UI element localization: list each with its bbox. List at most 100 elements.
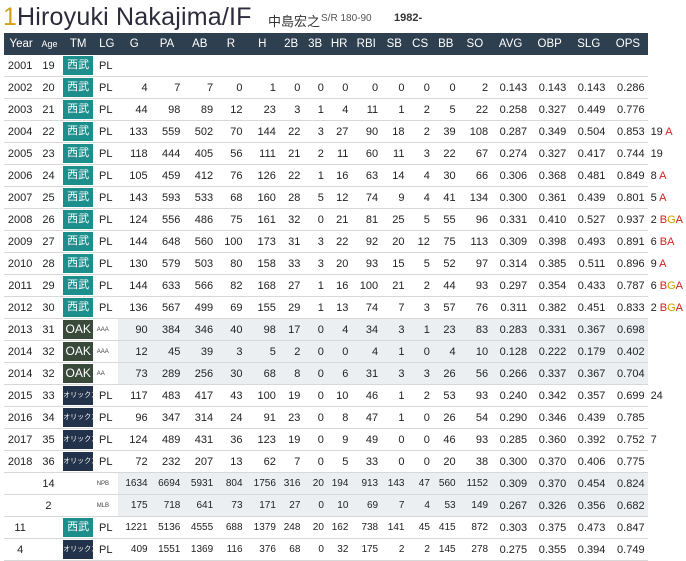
stat-cell-hr: 194 bbox=[326, 472, 352, 495]
stat-cell-bb: 30 bbox=[432, 164, 459, 187]
stat-cell-ab: 486 bbox=[183, 208, 217, 231]
stat-cell-rbi: 63 bbox=[351, 164, 382, 187]
age-cell: 31 bbox=[38, 318, 61, 341]
stats-body: 2001 19 西武 PL 2002 20 西武 PL 4 7 7 0 1 0 0 0 0 0 0 0 2 0.143 0.… bbox=[4, 54, 686, 561]
stat-cell-avg: 0.303 bbox=[491, 516, 531, 539]
stat-cell-pa: 633 bbox=[150, 274, 184, 297]
stat-cell-h bbox=[245, 54, 279, 77]
stats-table: Year Age TM LG G PA AB R H 2B 3B HR RBI SB CS BB SO AVG OB… bbox=[4, 33, 686, 561]
team-cell: OAK bbox=[60, 362, 96, 385]
stat-cell-so: 134 bbox=[458, 186, 492, 209]
stat-cell-cs: 1 bbox=[407, 318, 433, 341]
stat-cell-slg: 0.511 bbox=[569, 252, 609, 275]
stat-cell-g: 12 bbox=[117, 340, 151, 363]
stat-cell-h: 1 bbox=[245, 76, 279, 99]
stat-cell-obp: 0.331 bbox=[530, 318, 570, 341]
stat-cell-r: 43 bbox=[216, 384, 246, 407]
team-cell: オリックス bbox=[60, 450, 98, 473]
team-cell: オリックス bbox=[60, 406, 98, 429]
stat-cell-rbi: 46 bbox=[351, 384, 382, 407]
season-row: 2014 32 OAK AA 73 289 256 30 68 8 0 6 31 3 3 26 56 0.266 0… bbox=[4, 362, 686, 385]
stat-cell-h: 155 bbox=[245, 296, 279, 319]
col-header-avg: AVG bbox=[491, 33, 531, 55]
stat-cell-slg: 0.439 bbox=[569, 406, 609, 429]
stat-cell-h: 23 bbox=[245, 98, 279, 121]
season-row: 2002 20 西武 PL 4 7 7 0 1 0 0 0 0 0 0 0 2 0.143 0.143 0.143 0.… bbox=[4, 76, 686, 99]
stat-cell-bb: 53 bbox=[432, 384, 459, 407]
award-badge: A bbox=[659, 169, 667, 182]
stat-cell-cs: 4 bbox=[407, 186, 433, 209]
stat-cell-so: 149 bbox=[458, 494, 492, 517]
stat-cell-pa: 567 bbox=[150, 296, 184, 319]
stat-cell-ops: 0.847 bbox=[608, 516, 648, 539]
stat-cell-cs: 45 bbox=[407, 516, 433, 539]
stat-cell-3b: 5 bbox=[303, 186, 327, 209]
stat-cell-avg: 0.309 bbox=[491, 472, 531, 495]
stat-cell-ops: 0.801 bbox=[608, 186, 648, 209]
stat-cell-g: 1634 bbox=[117, 472, 151, 495]
league-cell: AAA bbox=[95, 318, 118, 341]
year-cell: 2009 bbox=[4, 230, 39, 253]
team-badge: オリックス bbox=[63, 430, 98, 449]
award-badge: A bbox=[665, 125, 673, 138]
stat-cell-cs: 12 bbox=[407, 230, 433, 253]
stat-cell-sb: 25 bbox=[381, 208, 408, 231]
stat-cell-sb: 143 bbox=[381, 472, 408, 495]
stat-cell-ab: 405 bbox=[183, 142, 217, 165]
stat-cell-pa: 459 bbox=[150, 164, 184, 187]
stat-cell-g: 90 bbox=[117, 318, 151, 341]
age-cell bbox=[38, 516, 61, 539]
stat-cell-sb: 11 bbox=[381, 142, 408, 165]
stat-cell-g: 118 bbox=[117, 142, 151, 165]
stat-cell-rbi bbox=[351, 54, 382, 77]
year-cell: 2016 bbox=[4, 406, 39, 429]
stat-cell-hr: 20 bbox=[326, 252, 352, 275]
stat-cell-bb: 22 bbox=[432, 142, 459, 165]
stat-cell-rbi: 738 bbox=[351, 516, 382, 539]
stat-cell-2b: 0 bbox=[278, 76, 304, 99]
award-badge: A bbox=[675, 279, 683, 292]
stat-cell-so: 108 bbox=[458, 120, 492, 143]
stat-cell-pa: 347 bbox=[150, 406, 184, 429]
rank-and-awards-cell: 6 BA bbox=[648, 231, 686, 253]
stat-cell-bb: 52 bbox=[432, 252, 459, 275]
stat-cell-bb: 57 bbox=[432, 296, 459, 319]
stat-cell-r: 12 bbox=[216, 98, 246, 121]
stat-cell-cs: 5 bbox=[407, 252, 433, 275]
rank-and-awards-cell: 6 BGA bbox=[648, 275, 686, 297]
stat-cell-ab: 431 bbox=[183, 428, 217, 451]
stat-cell-hr: 27 bbox=[326, 120, 352, 143]
stat-cell-pa: 483 bbox=[150, 384, 184, 407]
stat-cell-sb: 1 bbox=[381, 384, 408, 407]
stat-cell-g: 175 bbox=[117, 494, 151, 517]
stat-cell-2b: 23 bbox=[278, 406, 304, 429]
age-cell: 30 bbox=[38, 296, 61, 319]
ops-rank: 24 bbox=[650, 389, 663, 402]
stat-cell-3b: 0 bbox=[303, 340, 327, 363]
stat-cell-ops: 0.698 bbox=[608, 318, 648, 341]
stat-cell-2b: 19 bbox=[278, 384, 304, 407]
age-cell: 34 bbox=[38, 406, 61, 429]
stat-cell-obp: 0.327 bbox=[530, 98, 570, 121]
league-cell: PL bbox=[95, 384, 118, 407]
stat-cell-3b: 20 bbox=[303, 472, 327, 495]
stat-cell-so: 67 bbox=[458, 142, 492, 165]
award-badge: A bbox=[675, 301, 683, 314]
stat-cell-hr: 6 bbox=[326, 362, 352, 385]
stat-cell-r: 56 bbox=[216, 142, 246, 165]
stat-cell-r: 804 bbox=[216, 472, 246, 495]
stat-cell-2b: 27 bbox=[278, 494, 304, 517]
stat-cell-sb: 14 bbox=[381, 164, 408, 187]
stat-cell-obp bbox=[530, 54, 570, 77]
stat-cell-rbi: 81 bbox=[351, 208, 382, 231]
col-header-rbi: RBI bbox=[351, 33, 382, 55]
stat-cell-g: 133 bbox=[117, 120, 151, 143]
rank-and-awards-cell bbox=[648, 341, 686, 363]
stat-cell-3b: 1 bbox=[303, 296, 327, 319]
team-cell: 西武 bbox=[60, 296, 96, 319]
col-header-hr: HR bbox=[326, 33, 352, 55]
stat-cell-g: 144 bbox=[117, 230, 151, 253]
team-cell: 西武 bbox=[60, 98, 96, 121]
stat-cell-g: 130 bbox=[117, 252, 151, 275]
team-cell: 西武 bbox=[60, 142, 96, 165]
